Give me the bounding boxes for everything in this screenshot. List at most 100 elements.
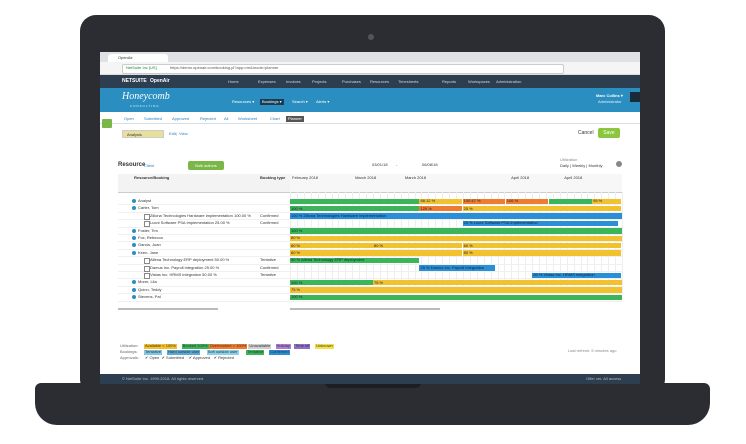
tab[interactable]: All — [224, 116, 229, 121]
booking-bar[interactable]: 95 % — [592, 198, 622, 204]
screen: OpenAir NetSuite Inc [US] https://demo.ope… — [100, 52, 640, 384]
booking-bar[interactable]: 100 % — [290, 294, 622, 301]
nav-item[interactable]: Home — [228, 79, 239, 84]
booking-bar[interactable]: 80 % — [290, 235, 622, 241]
save-button[interactable]: Save — [598, 128, 620, 138]
booking-bar[interactable]: 106 % — [505, 198, 549, 204]
bulk-actions[interactable]: Bulk actions — [188, 161, 224, 170]
row-icon — [132, 228, 136, 233]
booking-bar[interactable]: 100 % Zillona Technologies Hardware impl… — [290, 213, 622, 219]
row-name[interactable]: Damus Inc. Payroll integration 25.00 % — [150, 264, 220, 270]
settings-icon[interactable] — [616, 161, 622, 167]
footer-bar — [100, 374, 640, 384]
booking-bar[interactable]: 88.12 % — [419, 198, 463, 204]
nav-item[interactable]: Purchases — [342, 79, 361, 84]
header-menu[interactable]: Resources ▾ — [232, 99, 255, 104]
booking-bar[interactable]: 80 % — [373, 242, 463, 249]
booking-bar[interactable]: 60 % — [462, 242, 622, 249]
browser-tab[interactable]: OpenAir — [108, 54, 168, 62]
nav-item[interactable]: Administration — [496, 79, 522, 84]
row-name[interactable]: Altima Technology ERP deployment 50.00 % — [150, 257, 230, 263]
legend-item: Time off — [294, 343, 311, 349]
nav-item[interactable]: Workspaces — [468, 79, 490, 84]
user-name[interactable]: Marc Collins ▾ — [596, 93, 623, 98]
client-link[interactable]: Client — [144, 163, 155, 168]
secure-label: NetSuite Inc [US] — [126, 65, 157, 70]
row-name[interactable]: Stevens, Pat — [138, 294, 161, 300]
nav-item[interactable]: Expenses — [258, 79, 276, 84]
booking-bar[interactable] — [548, 198, 592, 204]
footer-left: © NetSuite Inc. 1999-2018. All rights re… — [122, 376, 205, 381]
tab[interactable]: Open — [124, 116, 134, 121]
header-menu[interactable]: Alerts ▾ — [316, 99, 330, 104]
nav-item[interactable]: Invoices — [286, 79, 301, 84]
row-name[interactable]: Lucni Software PSA Implementation 25.00 … — [150, 220, 230, 226]
booking-bar[interactable]: 25 % Lucni Software PSA Implementation — [462, 220, 619, 227]
row-name[interactable]: Analyst — [138, 198, 152, 203]
row-name[interactable]: Vistas Inc. HRMS integration 50.00 % — [150, 272, 217, 277]
base-notch — [325, 383, 421, 388]
row-name[interactable]: Garcia, Juan — [138, 242, 161, 248]
booking-bar[interactable]: 100.47 % — [462, 198, 506, 204]
tab[interactable]: Submitted — [144, 116, 163, 121]
start-date[interactable]: 03/01/18 — [372, 162, 388, 167]
row-icon — [132, 243, 136, 248]
nav-item[interactable]: Reports — [442, 79, 457, 84]
tab[interactable]: Rejected — [200, 116, 216, 121]
booking-bar[interactable]: 100 % — [290, 205, 419, 212]
booking-bar[interactable]: 100 % — [290, 228, 622, 234]
row-name[interactable]: Fox, Rebecca — [138, 235, 163, 240]
booking-bar[interactable]: 80 % — [462, 250, 622, 256]
nav-item[interactable]: Timesheets — [398, 79, 419, 84]
end-date[interactable]: 06/08/18 — [422, 162, 438, 167]
col-type: Booking type — [260, 175, 286, 180]
booking-bar[interactable]: 100 % — [290, 279, 373, 286]
filter-view[interactable]: View — [179, 131, 188, 136]
row-type: Confirmed — [260, 220, 279, 226]
row-name[interactable]: Keen, Jane — [138, 249, 159, 255]
header-menu[interactable]: Search ▾ — [292, 99, 308, 104]
legend-title: Approvals: — [120, 355, 139, 360]
legend-title: Bookings: — [120, 349, 138, 354]
booking-bar[interactable] — [290, 198, 419, 204]
booking-bar[interactable]: 75 % — [290, 287, 622, 293]
row-name[interactable]: Foster, Tim — [138, 227, 158, 233]
row-type: Tentative — [260, 272, 277, 277]
booking-bar[interactable]: 75 % — [373, 279, 622, 286]
cancel-button[interactable]: Cancel — [578, 130, 594, 136]
filter-edit[interactable]: Edit — [169, 131, 176, 136]
nav-item[interactable]: Projects — [312, 79, 327, 84]
booking-bar[interactable]: 60 % — [290, 250, 463, 256]
row-name[interactable]: Quinn, Teddy — [138, 286, 162, 292]
row-line — [118, 278, 622, 280]
add-button — [102, 119, 112, 128]
row-line — [118, 300, 622, 302]
row-icon — [144, 221, 150, 228]
util-modes[interactable]: Daily | Weekly | Monthly — [560, 163, 603, 168]
booking-bar[interactable]: 50 % Vistas Inc. HRMS integration — [532, 272, 622, 278]
tab[interactable]: Chart — [270, 116, 280, 121]
filter-select[interactable]: Analysis — [122, 130, 164, 138]
refresh-text: Last refresh: 5 minutes ago — [568, 348, 617, 353]
row-name[interactable]: Zillona Technologies Hardware implementa… — [150, 212, 251, 218]
header — [100, 88, 640, 112]
booking-bar[interactable]: 25 % — [462, 205, 622, 212]
header-menu[interactable]: Bookings ▾ — [260, 99, 284, 105]
legend-item: Unknown — [315, 343, 334, 349]
booking-bar[interactable]: 25 % Damus Inc. Payroll integration — [419, 265, 496, 271]
row-line — [118, 256, 622, 258]
tab[interactable]: Worksheet — [238, 116, 258, 121]
tab[interactable]: Planner — [286, 116, 304, 122]
booking-bar[interactable]: 125 % — [419, 205, 463, 212]
scrollbar-left — [118, 308, 218, 310]
nav-item[interactable]: Resources — [370, 79, 390, 84]
row-type: Confirmed — [260, 212, 279, 218]
booking-bar[interactable]: 60 % — [290, 242, 373, 249]
booking-bar[interactable]: 50 % Altima Technology ERP deployment — [290, 257, 419, 264]
planner-title: Resource — [118, 162, 146, 168]
row-name[interactable]: Carter, Tom — [138, 205, 159, 211]
tab[interactable]: Approved — [172, 116, 190, 121]
row-name[interactable]: Morer, Lila — [138, 279, 157, 285]
legend-item: Holiday — [275, 343, 291, 349]
legend-item: ✔ Open — [145, 355, 160, 360]
